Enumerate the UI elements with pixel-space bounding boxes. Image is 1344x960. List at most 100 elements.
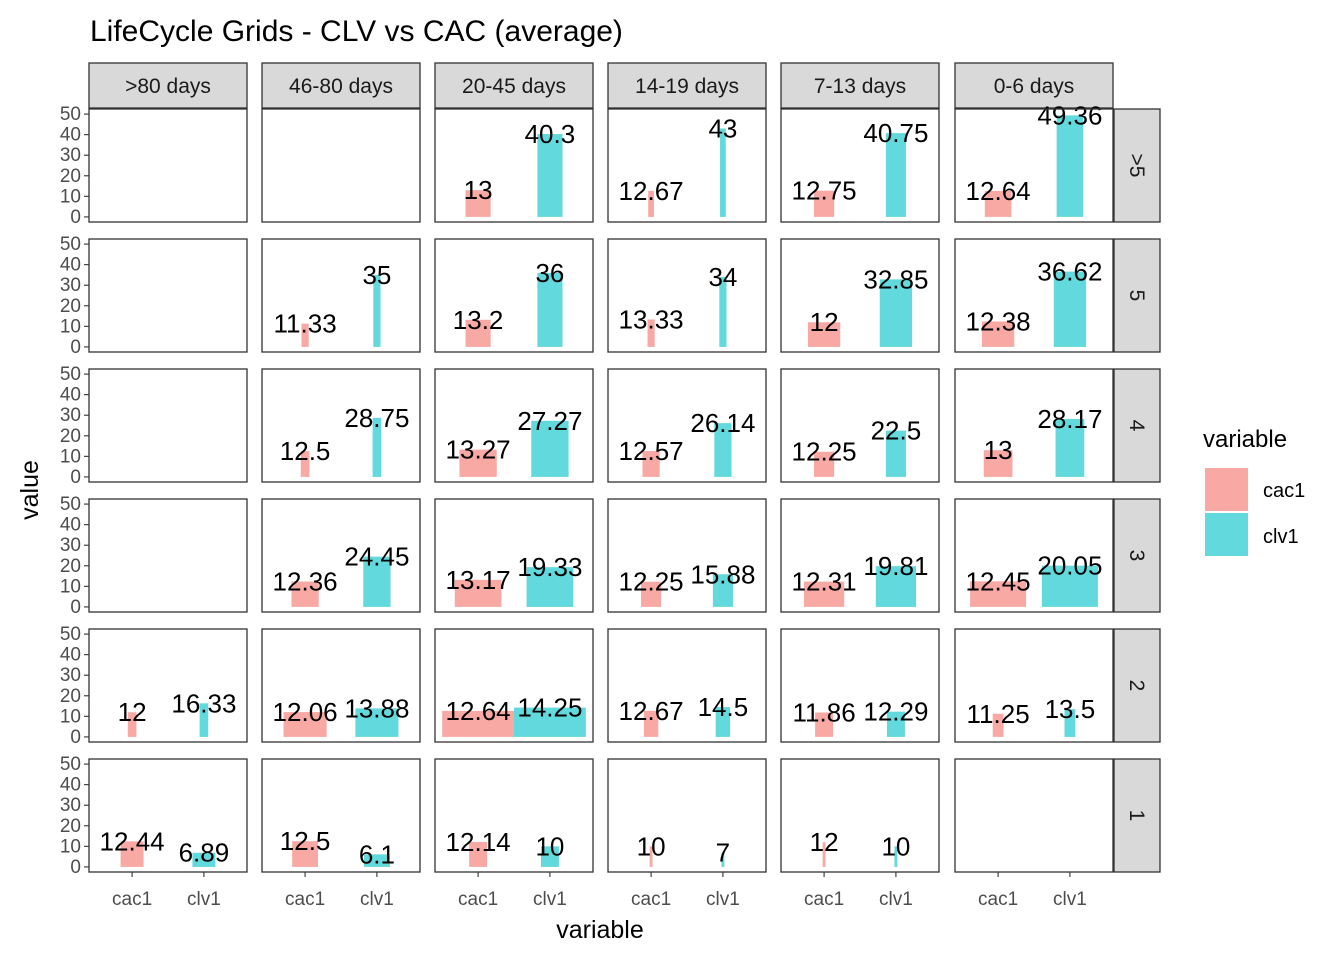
- bar-clv1: [715, 707, 731, 737]
- bar-cac1: [465, 319, 491, 347]
- panel-border: [261, 498, 421, 613]
- bar-value-label: 14.5: [698, 692, 749, 722]
- bar-value-label: 36: [535, 258, 564, 288]
- bar-value-label: 12.36: [273, 566, 338, 596]
- panel-border: [780, 628, 940, 743]
- y-tick-label: 10: [60, 316, 81, 337]
- column-strip-label: 46-80 days: [289, 75, 393, 98]
- panel-border: [434, 758, 594, 873]
- panel-border: [88, 238, 248, 353]
- panel-border: [88, 108, 248, 223]
- column-strip-label: 20-45 days: [462, 75, 566, 98]
- bar-clv1: [719, 276, 727, 347]
- bar-value-label: 11.86: [793, 698, 856, 728]
- x-tick-label: cac1: [631, 889, 671, 910]
- bar-value-label: 13.5: [1045, 694, 1096, 724]
- legend-label-clv1: clv1: [1263, 526, 1299, 548]
- bar-cac1: [642, 451, 660, 477]
- panel-border: [261, 238, 421, 353]
- panel-border: [954, 628, 1114, 743]
- bar-clv1: [712, 574, 733, 607]
- column-strip-label: 14-19 days: [635, 75, 739, 98]
- y-tick-label: 20: [60, 686, 81, 707]
- y-tick-label: 0: [70, 727, 81, 748]
- bar-value-label: 43: [708, 113, 737, 143]
- column-strip: [434, 62, 594, 109]
- panel-background: [608, 369, 766, 482]
- bar-cac1: [803, 581, 845, 607]
- bar-clv1: [1053, 271, 1087, 347]
- bar-clv1: [721, 852, 725, 867]
- x-tick-label: cac1: [458, 889, 498, 910]
- bar-value-label: 12.57: [619, 436, 684, 466]
- panel-border: [88, 628, 248, 743]
- bar-clv1: [720, 128, 726, 217]
- bar-cac1: [649, 846, 653, 867]
- panel-background: [435, 759, 593, 872]
- bar-value-label: 12: [118, 697, 147, 727]
- y-tick-label: 0: [70, 597, 81, 618]
- panel-background: [781, 109, 939, 222]
- panel-border: [607, 238, 767, 353]
- bar-value-label: 28.17: [1037, 404, 1102, 434]
- panel-background: [89, 629, 247, 742]
- bar-clv1: [894, 846, 898, 867]
- bar-clv1: [1055, 418, 1085, 477]
- bar-value-label: 12.06: [273, 697, 338, 727]
- bar-clv1: [531, 420, 569, 477]
- bar-cac1: [459, 449, 497, 477]
- bar-value-label: 32.85: [863, 264, 928, 294]
- bar-value-label: 12.5: [280, 436, 331, 466]
- y-tick-label: 10: [60, 186, 81, 207]
- panel-border: [434, 628, 594, 743]
- column-strip: [954, 62, 1114, 109]
- bar-cac1: [822, 842, 826, 867]
- chart-title: LifeCycle Grids - CLV vs CAC (average): [90, 15, 623, 48]
- y-tick-label: 40: [60, 515, 81, 536]
- bar-cac1: [815, 712, 834, 737]
- panel-border: [434, 368, 594, 483]
- panel-border: [261, 628, 421, 743]
- panel-border: [434, 498, 594, 613]
- bar-value-label: 13.2: [453, 305, 504, 335]
- panel-border: [434, 108, 594, 223]
- row-strip: [1113, 368, 1161, 483]
- panel-border: [607, 498, 767, 613]
- bar-cac1: [291, 581, 319, 607]
- x-tick-label: clv1: [187, 889, 221, 910]
- bar-value-label: 13: [984, 435, 1013, 465]
- bar-value-label: 11.33: [274, 309, 337, 339]
- y-tick-label: 40: [60, 775, 81, 796]
- panel-background: [608, 499, 766, 612]
- panel-background: [608, 759, 766, 872]
- bar-clv1: [514, 707, 586, 737]
- panel-border: [607, 758, 767, 873]
- bar-value-label: 12.45: [966, 566, 1031, 596]
- row-strip: [1113, 108, 1161, 223]
- y-tick-label: 40: [60, 255, 81, 276]
- bar-clv1: [1056, 115, 1084, 217]
- panel-border: [780, 758, 940, 873]
- panel-border: [261, 368, 421, 483]
- y-tick-label: 30: [60, 665, 81, 686]
- bar-value-label: 10: [637, 831, 666, 861]
- column-strip: [780, 62, 940, 109]
- panel-border: [954, 368, 1114, 483]
- bar-value-label: 12.75: [792, 176, 857, 206]
- x-tick-label: clv1: [360, 889, 394, 910]
- y-tick-label: 50: [60, 494, 81, 515]
- y-tick-label: 40: [60, 645, 81, 666]
- bar-value-label: 16.33: [171, 688, 236, 718]
- y-tick-label: 30: [60, 275, 81, 296]
- y-tick-label: 40: [60, 125, 81, 146]
- bar-value-label: 26.14: [690, 408, 755, 438]
- y-tick-label: 50: [60, 754, 81, 775]
- panel-border: [261, 758, 421, 873]
- bar-value-label: 35: [362, 260, 391, 290]
- row-strip: [1113, 758, 1161, 873]
- bar-cac1: [120, 841, 144, 867]
- y-tick-label: 10: [60, 706, 81, 727]
- bar-value-label: 40.75: [863, 118, 928, 148]
- column-strip-label: 0-6 days: [994, 75, 1075, 98]
